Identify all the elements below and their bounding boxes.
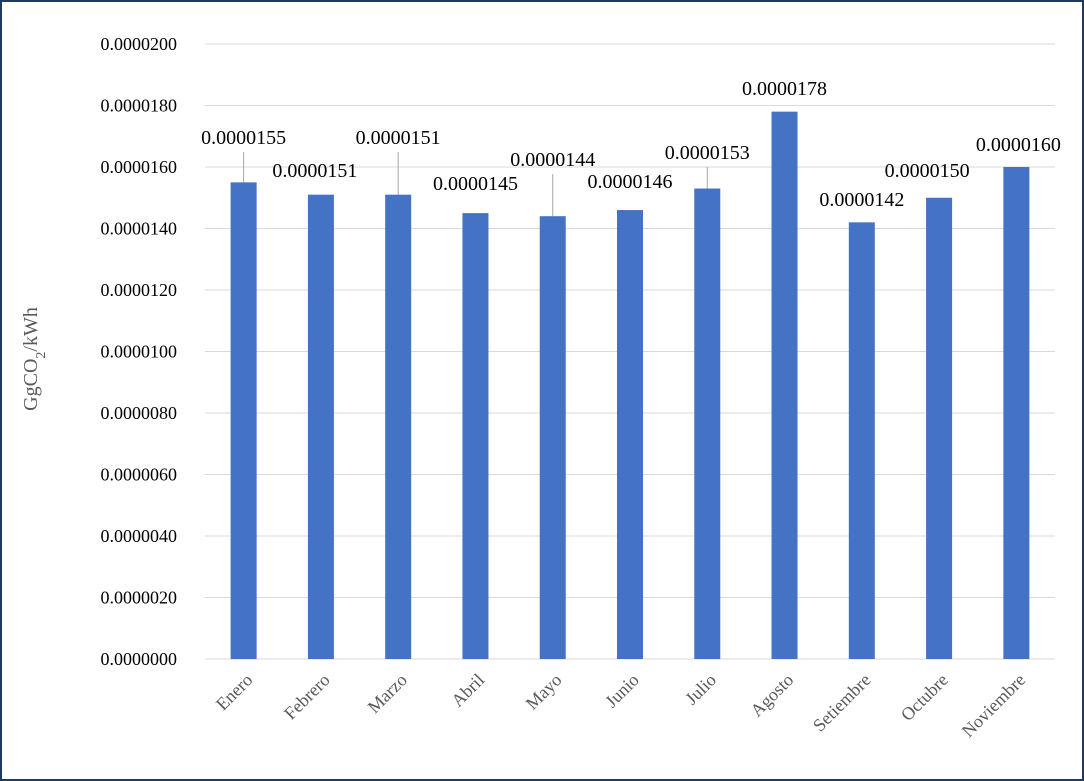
x-category-label: Mayo [522, 670, 566, 714]
y-tick-label: 0.0000000 [101, 649, 178, 669]
bar [926, 197, 953, 659]
x-category-label: Setiembre [809, 670, 875, 736]
y-tick-label: 0.0000080 [101, 403, 178, 423]
bars [230, 111, 1030, 660]
y-axis-ticks: 0.0000000 0.0000020 0.0000040 0.0000060 0.00… [101, 34, 178, 669]
y-axis-title-tail: /kWh [20, 307, 42, 351]
bar [462, 213, 489, 659]
x-category-label: Enero [212, 670, 257, 715]
data-label: 0.0000144 [510, 149, 595, 171]
data-label: 0.0000151 [356, 127, 441, 149]
bar [771, 111, 798, 659]
x-category-label: Marzo [364, 670, 411, 717]
x-axis-categories: Enero Febrero Marzo Abril Mayo Junio Julio Agos… [212, 670, 1029, 741]
bar [307, 194, 334, 660]
bar [848, 222, 875, 659]
y-tick-label: 0.0000060 [101, 465, 178, 485]
data-label: 0.0000160 [976, 134, 1061, 156]
data-label: 0.0000150 [885, 160, 970, 182]
x-category-label: Julio [681, 670, 720, 709]
bar [385, 194, 412, 660]
x-category-label: Junio [601, 670, 643, 712]
y-tick-label: 0.0000180 [101, 96, 178, 116]
data-label: 0.0000145 [433, 173, 518, 195]
y-tick-label: 0.0000160 [101, 157, 178, 177]
x-category-label: Octubre [897, 670, 952, 725]
bar [539, 216, 566, 659]
data-labels: 0.00001550.00001510.00001510.00001450.00… [201, 78, 1061, 211]
y-tick-label: 0.0000040 [101, 526, 178, 546]
y-tick-label: 0.0000200 [101, 34, 178, 54]
x-category-label: Febrero [280, 670, 334, 724]
bar [617, 210, 643, 660]
x-category-label: Agosto [746, 670, 797, 721]
y-axis-title-subscript: 2 [34, 352, 49, 359]
bar [1003, 167, 1030, 659]
x-category-label: Abril [447, 670, 488, 711]
y-tick-label: 0.0000140 [101, 219, 178, 239]
leader-lines [243, 152, 708, 217]
y-tick-label: 0.0000120 [101, 280, 178, 300]
bar [694, 188, 721, 659]
y-tick-label: 0.0000100 [101, 342, 178, 362]
y-axis-title-main: GgCO [20, 359, 42, 411]
data-label: 0.0000153 [665, 142, 750, 164]
data-label: 0.0000178 [742, 78, 827, 100]
y-axis-title: GgCO2/kWh [20, 307, 49, 411]
data-label: 0.0000142 [819, 189, 904, 211]
y-tick-label: 0.0000020 [101, 588, 178, 608]
data-label: 0.0000146 [588, 171, 673, 193]
data-label: 0.0000155 [201, 127, 286, 149]
bar [230, 182, 257, 659]
data-label: 0.0000151 [272, 160, 357, 182]
x-category-label: Noviembre [958, 670, 1029, 741]
